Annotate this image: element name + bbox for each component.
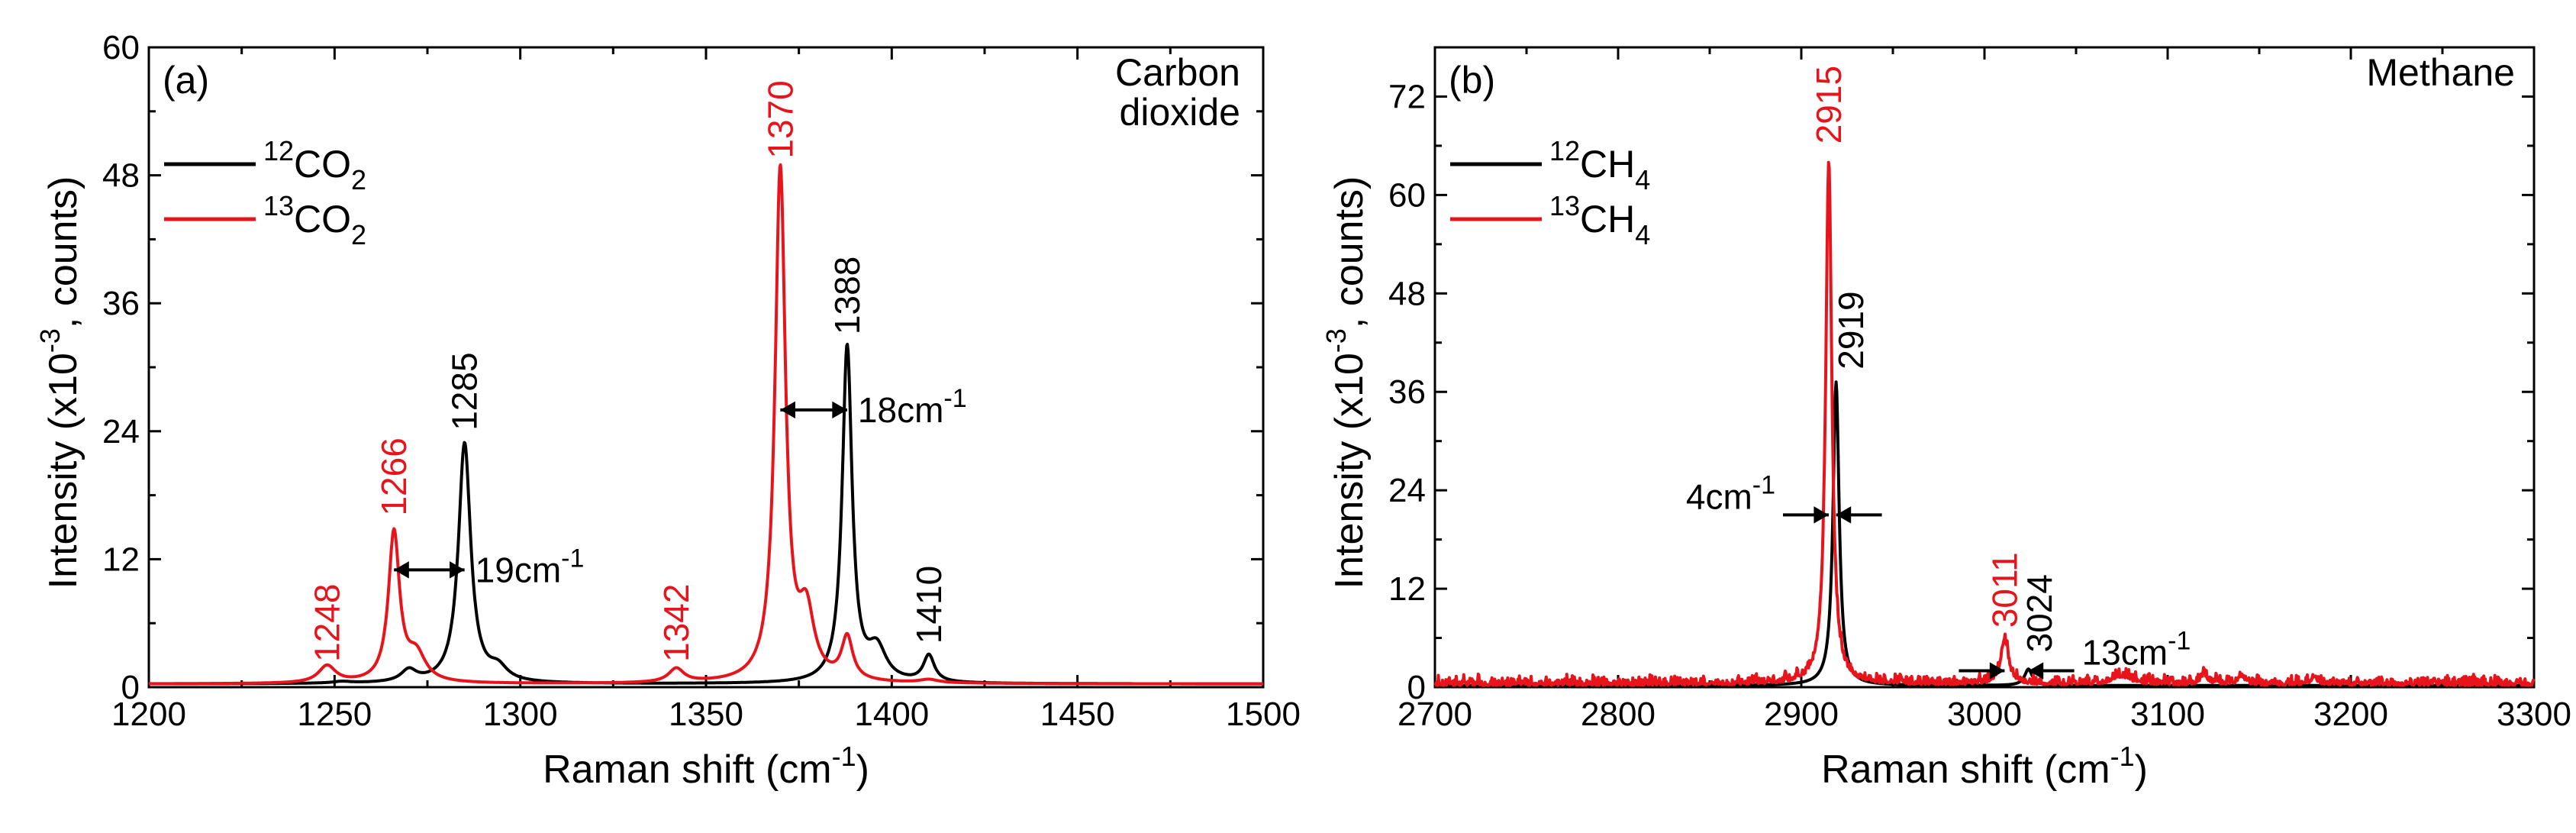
x-tick-label: 2800 (1581, 696, 1656, 733)
x-tick-label: 1450 (1040, 696, 1115, 733)
shift-arrow-head (832, 401, 847, 419)
peak-label: 1285 (445, 352, 485, 430)
x-tick-label: 1350 (669, 696, 743, 733)
y-tick-label: 48 (102, 157, 140, 195)
x-tick-label: 3300 (2497, 696, 2571, 733)
shift-arrow-head (780, 401, 795, 419)
x-tick-label: 2700 (1398, 696, 1472, 733)
panel-b: 2700 2800 2900 3000 3100 3200 3300 0 12 24 36 48 60 7… (1320, 46, 2571, 792)
y-tick-label: 12 (1388, 570, 1426, 608)
shift-label: 19cm-1 (476, 544, 585, 589)
peak-label: 1266 (374, 437, 414, 515)
x-tick-label: 3200 (2313, 696, 2388, 733)
peak-label: 1388 (827, 257, 867, 334)
shift-label: 4cm-1 (1686, 470, 1775, 516)
chart-title: dioxide (1120, 91, 1240, 134)
series-line-13CH4 (1433, 160, 2536, 687)
peak-label: 1342 (656, 584, 696, 662)
y-tick-label: 48 (1388, 275, 1426, 312)
x-tick-label: 1300 (483, 696, 558, 733)
x-tick-label: 2900 (1764, 696, 1839, 733)
shift-arrow-head (394, 561, 409, 579)
shift-arrow-head (1836, 506, 1852, 524)
x-tick-label: 1250 (297, 696, 372, 733)
panel-a: 1200 1250 1300 1350 1400 1450 1500 0 12 24 36 48 60 R… (34, 29, 1301, 792)
series-line-12CH4 (1433, 380, 2536, 687)
panel-label: (a) (163, 59, 209, 102)
peak-label: 2915 (1809, 66, 1849, 144)
series-line-13CO2 (147, 163, 1265, 686)
legend-entry: 13CO2 (263, 190, 366, 250)
chart-title: Methane (2366, 51, 2515, 94)
peak-label: 3011 (1984, 552, 2024, 628)
y-tick-label: 0 (121, 669, 140, 706)
peak-label: 1410 (909, 566, 949, 644)
y-tick-label: 24 (102, 413, 140, 450)
y-tick-label: 36 (1388, 373, 1426, 411)
y-tick-label: 60 (102, 29, 140, 66)
y-tick-label: 72 (1388, 78, 1426, 115)
peak-label: 1370 (760, 80, 800, 158)
x-axis-title: Raman shift (cm-1) (543, 741, 869, 792)
x-axis-title: Raman shift (cm-1) (1821, 741, 2148, 792)
shift-arrow-head (1814, 506, 1829, 524)
shift-arrow-head (450, 561, 465, 579)
y-tick-label: 24 (1388, 472, 1426, 509)
y-axis-title: Intensity (x10-3, counts) (1320, 176, 1372, 589)
x-tick-label: 3000 (1947, 696, 2022, 733)
peak-label: 3024 (2020, 574, 2059, 652)
peak-label: 2919 (1831, 291, 1871, 369)
y-tick-label: 60 (1388, 176, 1426, 214)
x-tick-label: 1200 (111, 696, 186, 733)
shift-arrow-head (2028, 662, 2044, 680)
chart-title: Carbon (1115, 51, 1240, 94)
y-tick-label: 12 (102, 541, 140, 578)
shift-label: 13cm-1 (2082, 627, 2191, 673)
legend-entry: 13CH4 (1549, 190, 1650, 250)
legend-entry: 12CO2 (263, 135, 366, 195)
legend-entry: 12CH4 (1549, 135, 1650, 195)
x-tick-label: 3100 (2130, 696, 2205, 733)
shift-label: 18cm-1 (858, 384, 967, 430)
y-axis-title: Intensity (x10-3, counts) (34, 176, 85, 589)
x-tick-label: 1500 (1226, 696, 1301, 733)
panel-label: (b) (1449, 59, 1495, 102)
peak-label: 1248 (308, 584, 347, 662)
shift-arrow-head (1989, 662, 2005, 680)
y-tick-label: 36 (102, 285, 140, 322)
y-tick-label: 0 (1407, 669, 1426, 706)
x-tick-label: 1400 (854, 696, 929, 733)
